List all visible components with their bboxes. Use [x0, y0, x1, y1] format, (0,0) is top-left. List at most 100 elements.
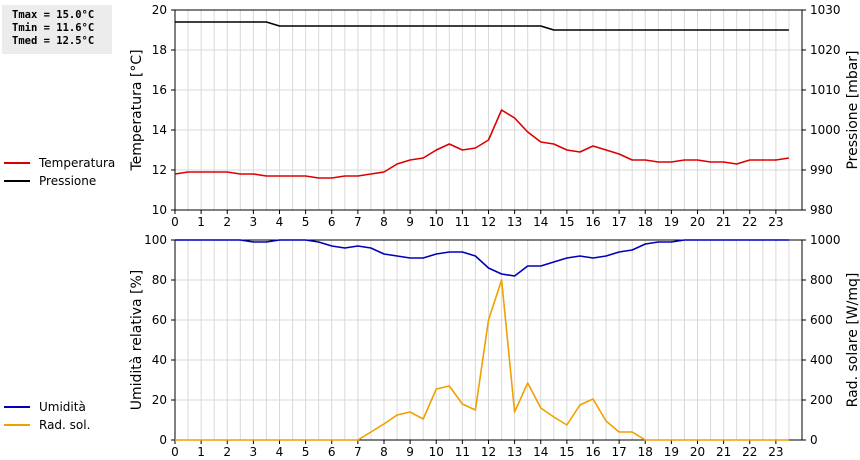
y-right-axis-label: Rad. solare [W/mq]: [845, 273, 860, 408]
y-left-tick-label: 12: [152, 163, 167, 177]
legend-top: Temperatura Pressione: [4, 154, 115, 190]
series-line-temperatura: [174, 109, 790, 179]
y-left-tick-label: 14: [152, 123, 167, 137]
y-right-tick-label: 980: [810, 203, 833, 217]
y-left-tick-label: 16: [152, 83, 167, 97]
y-right-tick-label: 400: [810, 353, 833, 367]
y-right-axis-label: Pressione [mbar]: [845, 50, 860, 169]
legend-swatch-radsol: [4, 424, 30, 426]
y-right-tick-label: 200: [810, 393, 833, 407]
x-tick-label: 4: [276, 215, 284, 229]
y-left-tick-label: 60: [152, 313, 167, 327]
x-tick-label: 3: [250, 215, 258, 229]
x-tick-label: 15: [559, 445, 574, 459]
legend-item-radsol: Rad. sol.: [4, 416, 90, 434]
y-left-axis-label: Umidità relativa [%]: [129, 270, 145, 411]
x-tick-label: 8: [380, 445, 388, 459]
y-right-tick-label: 0: [810, 433, 818, 447]
x-tick-label: 10: [429, 445, 444, 459]
x-tick-label: 20: [690, 215, 705, 229]
x-tick-label: 13: [507, 445, 522, 459]
legend-swatch-umidita: [4, 406, 30, 408]
chart-panel-0: 0 1 2 3 4 5 6 7 8 9 10 11 12 13 14 15 16 17 18 19 20 21 22 2310…: [129, 3, 860, 229]
x-tick-label: 0: [171, 445, 179, 459]
x-tick-label: 2: [223, 215, 231, 229]
x-tick-label: 18: [638, 215, 653, 229]
x-tick-label: 19: [664, 445, 679, 459]
y-right-tick-label: 990: [810, 163, 833, 177]
x-tick-label: 21: [716, 445, 731, 459]
legend-label-pressione: Pressione: [39, 174, 97, 188]
x-tick-label: 17: [611, 215, 626, 229]
tmed-label: Tmed = 12.5°C: [12, 35, 95, 47]
y-left-tick-label: 80: [152, 273, 167, 287]
x-tick-label: 6: [328, 445, 336, 459]
y-left-tick-label: 0: [159, 433, 167, 447]
legend-item-temperatura: Temperatura: [4, 154, 115, 172]
y-left-tick-label: 20: [152, 3, 167, 17]
x-tick-label: 9: [406, 445, 414, 459]
y-left-tick-label: 20: [152, 393, 167, 407]
y-right-tick-label: 1030: [810, 3, 841, 17]
x-tick-label: 2: [223, 445, 231, 459]
y-right-tick-label: 800: [810, 273, 833, 287]
x-tick-label: 22: [742, 215, 757, 229]
y-right-tick-label: 1000: [810, 233, 841, 247]
stats-box: Tmax = 15.0°C Tmin = 11.6°C Tmed = 12.5°…: [2, 5, 112, 54]
x-tick-label: 20: [690, 445, 705, 459]
series-line-pressione: [175, 21, 789, 31]
x-tick-label: 14: [533, 215, 548, 229]
series-line-rad-sol: [175, 279, 789, 441]
y-right-tick-label: 1020: [810, 43, 841, 57]
x-tick-label: 8: [380, 215, 388, 229]
y-left-tick-label: 18: [152, 43, 167, 57]
x-tick-label: 18: [638, 445, 653, 459]
x-tick-label: 0: [171, 215, 179, 229]
x-tick-label: 16: [585, 215, 600, 229]
legend-item-umidita: Umidità: [4, 398, 86, 416]
series-line-umidit: [175, 239, 789, 277]
x-tick-label: 1: [197, 445, 205, 459]
y-left-tick-label: 100: [144, 233, 167, 247]
x-tick-label: 6: [328, 215, 336, 229]
x-tick-label: 7: [354, 445, 362, 459]
legend-item-pressione: Pressione: [4, 172, 115, 190]
x-tick-label: 12: [481, 445, 496, 459]
x-tick-label: 14: [533, 445, 548, 459]
y-left-axis-label: Temperatura [°C]: [129, 49, 145, 171]
x-tick-label: 17: [611, 445, 626, 459]
y-left-tick-label: 10: [152, 203, 167, 217]
x-tick-label: 16: [585, 445, 600, 459]
chart-panel-1: 0 1 2 3 4 5 6 7 8 9 10 11 12 13 14 15 16 17 18 19 20 21 22 2302…: [129, 233, 860, 459]
x-tick-label: 10: [429, 215, 444, 229]
x-tick-label: 21: [716, 215, 731, 229]
x-tick-label: 11: [455, 215, 470, 229]
x-tick-label: 13: [507, 215, 522, 229]
legend-swatch-temperatura: [4, 162, 30, 164]
x-tick-label: 22: [742, 445, 757, 459]
x-tick-label: 23: [768, 445, 783, 459]
tmin-label: Tmin = 11.6°C: [12, 22, 95, 34]
legend-label-radsol: Rad. sol.: [39, 418, 91, 432]
x-tick-label: 12: [481, 215, 496, 229]
y-right-tick-label: 600: [810, 313, 833, 327]
x-tick-label: 9: [406, 215, 414, 229]
x-tick-label: 5: [302, 215, 310, 229]
x-tick-label: 4: [276, 445, 284, 459]
y-right-tick-label: 1010: [810, 83, 841, 97]
y-right-tick-label: 1000: [810, 123, 841, 137]
x-tick-label: 15: [559, 215, 574, 229]
x-tick-label: 11: [455, 445, 470, 459]
y-left-tick-label: 40: [152, 353, 167, 367]
x-tick-label: 23: [768, 215, 783, 229]
legend-label-umidita: Umidità: [39, 400, 86, 414]
x-tick-label: 19: [664, 215, 679, 229]
legend-swatch-pressione: [4, 180, 30, 182]
x-tick-label: 1: [197, 215, 205, 229]
x-tick-label: 7: [354, 215, 362, 229]
legend-label-temperatura: Temperatura: [39, 156, 116, 170]
x-tick-label: 5: [302, 445, 310, 459]
x-tick-label: 3: [250, 445, 258, 459]
tmax-label: Tmax = 15.0°C: [12, 9, 95, 21]
